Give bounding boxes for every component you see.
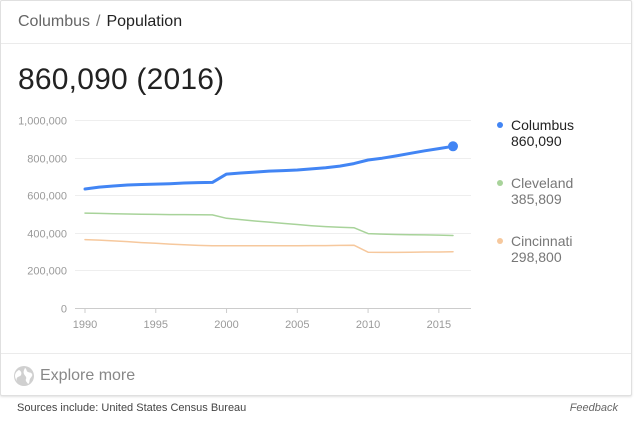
population-headline: 860,090 (2016) bbox=[18, 63, 225, 96]
y-tick-label: 600,000 bbox=[27, 191, 67, 203]
population-line-chart: 0 200,000 400,000 600,000 800,000 1,000,000 19… bbox=[18, 116, 471, 331]
sources-text: Sources include: United States Census Bu… bbox=[17, 402, 247, 414]
x-tick-label: 1990 bbox=[73, 319, 97, 331]
legend-item-columbus[interactable]: Columbus 860,090 bbox=[497, 117, 627, 175]
legend-value: 385,809 bbox=[511, 191, 562, 207]
series-line-cincinnati bbox=[84, 238, 454, 254]
legend-value: 860,090 bbox=[511, 133, 562, 149]
legend-dot bbox=[497, 180, 503, 186]
breadcrumb-current: Population bbox=[106, 13, 183, 30]
y-tick-label: 0 bbox=[61, 304, 67, 316]
y-tick-label: 800,000 bbox=[27, 154, 67, 166]
x-tick-label: 2005 bbox=[285, 319, 309, 331]
series-endpoint-columbus bbox=[448, 141, 458, 152]
y-tick-label: 1,000,000 bbox=[18, 116, 67, 128]
legend-value: 298,800 bbox=[511, 249, 562, 265]
breadcrumb-separator: / bbox=[96, 13, 101, 30]
explore-more-label: Explore more bbox=[40, 367, 136, 384]
x-tick-label: 1995 bbox=[144, 319, 168, 331]
y-tick-label: 200,000 bbox=[27, 266, 67, 278]
breadcrumb: Columbus / Population bbox=[1, 1, 631, 44]
legend-name: Cincinnati bbox=[511, 233, 573, 249]
legend-item-cleveland[interactable]: Cleveland 385,809 bbox=[497, 175, 627, 233]
legend-name: Columbus bbox=[511, 117, 575, 133]
legend-dot bbox=[497, 122, 503, 128]
feedback-link[interactable]: Feedback bbox=[569, 402, 618, 414]
population-card: Columbus / Population 860,090 (2016) 0 200,… bbox=[0, 0, 632, 396]
x-tick-label: 2015 bbox=[427, 319, 451, 331]
series-line-columbus bbox=[83, 144, 455, 191]
series-line-cleveland bbox=[84, 212, 454, 237]
explore-more-button[interactable]: Explore more bbox=[1, 353, 631, 397]
legend-name: Cleveland bbox=[511, 175, 574, 191]
breadcrumb-columbus-link[interactable]: Columbus bbox=[18, 13, 91, 30]
x-tick-label: 2000 bbox=[214, 319, 238, 331]
legend-dot bbox=[497, 238, 503, 244]
x-tick-label: 2010 bbox=[356, 319, 380, 331]
globe-icon bbox=[14, 366, 34, 386]
chart-legend: Columbus 860,090 Cleveland 385,809 Cincinnat… bbox=[497, 117, 627, 291]
legend-item-cincinnati[interactable]: Cincinnati 298,800 bbox=[497, 233, 627, 291]
y-tick-label: 400,000 bbox=[27, 229, 67, 241]
